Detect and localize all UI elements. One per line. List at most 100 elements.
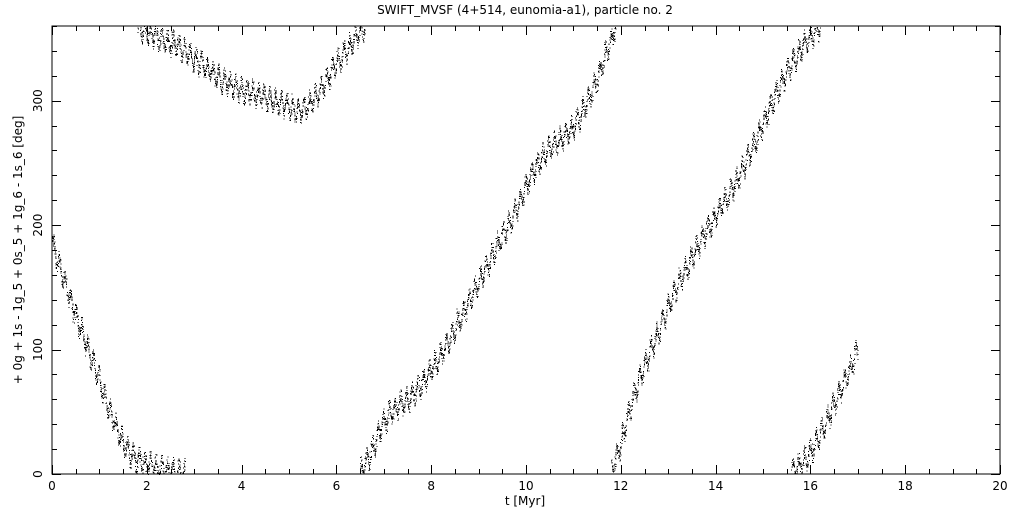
data-point: [525, 175, 527, 177]
data-point: [496, 243, 498, 245]
data-point: [102, 395, 104, 397]
data-point: [360, 26, 362, 28]
data-point: [592, 95, 594, 97]
data-point: [146, 34, 148, 36]
data-point: [503, 224, 505, 226]
data-point: [113, 425, 115, 427]
data-point: [469, 299, 471, 301]
data-point: [349, 41, 351, 43]
data-point: [219, 67, 221, 68]
data-point: [382, 414, 384, 415]
data-point: [120, 440, 121, 442]
data-point: [251, 88, 253, 90]
data-point: [379, 434, 381, 436]
data-point: [180, 40, 181, 42]
data-point: [266, 101, 268, 103]
data-point: [58, 261, 60, 263]
data-point: [521, 202, 523, 204]
data-point: [621, 433, 623, 434]
data-point: [547, 140, 549, 142]
data-point: [355, 34, 357, 35]
data-point: [540, 162, 542, 164]
data-point: [186, 63, 188, 64]
data-point: [611, 462, 613, 464]
data-point: [370, 457, 372, 459]
data-point: [276, 103, 278, 105]
data-point: [639, 369, 641, 371]
data-point: [593, 83, 595, 85]
data-point: [141, 42, 143, 44]
data-point: [78, 326, 80, 328]
data-point: [430, 364, 432, 366]
data-point: [110, 406, 112, 408]
data-point: [461, 321, 463, 323]
data-point: [368, 470, 370, 472]
data-point: [386, 430, 388, 432]
data-point: [622, 433, 624, 434]
data-point: [129, 460, 131, 462]
data-point: [330, 73, 332, 75]
data-point: [248, 90, 250, 92]
data-point: [670, 307, 672, 309]
data-point: [114, 426, 116, 428]
data-point: [406, 398, 408, 400]
data-point: [145, 455, 147, 457]
data-point: [354, 26, 356, 28]
data-point: [138, 452, 140, 454]
data-point: [207, 62, 209, 64]
data-point: [179, 48, 181, 50]
data-point: [160, 460, 162, 462]
data-point: [88, 338, 90, 340]
data-point: [415, 391, 417, 393]
data-point: [603, 53, 605, 55]
data-point: [530, 167, 532, 169]
data-point: [623, 433, 625, 435]
data-point: [611, 28, 613, 30]
data-point: [570, 123, 572, 125]
data-point: [157, 466, 159, 468]
data-point: [478, 288, 480, 290]
data-point: [135, 460, 137, 462]
data-point: [168, 30, 170, 32]
data-point: [537, 157, 539, 159]
data-point: [596, 79, 598, 81]
data-point: [472, 294, 474, 296]
data-point: [194, 56, 196, 58]
data-point: [558, 140, 560, 142]
data-point: [270, 92, 272, 94]
data-point: [691, 250, 692, 252]
data-point: [224, 74, 226, 76]
data-point: [647, 370, 649, 372]
data-point: [173, 466, 175, 468]
data-point: [178, 463, 180, 465]
data-point: [79, 331, 81, 333]
data-point: [220, 86, 222, 88]
data-point: [611, 461, 613, 463]
data-point: [685, 268, 687, 270]
data-point: [282, 102, 284, 104]
data-point: [96, 376, 98, 378]
data-point: [348, 48, 350, 50]
data-point: [387, 421, 389, 423]
data-point: [350, 44, 351, 45]
data-point: [216, 86, 218, 88]
data-point: [322, 88, 324, 89]
data-point: [491, 250, 493, 252]
data-point: [434, 359, 436, 361]
data-point: [351, 46, 352, 48]
data-point: [567, 140, 569, 142]
data-point: [96, 375, 98, 377]
data-point: [507, 229, 509, 231]
data-point: [126, 449, 127, 451]
data-point: [392, 409, 394, 411]
data-point: [131, 458, 133, 460]
data-point: [433, 368, 435, 369]
data-point: [656, 321, 658, 323]
data-point: [94, 369, 96, 371]
data-point: [319, 93, 321, 95]
data-point: [185, 47, 187, 49]
data-point: [227, 90, 229, 92]
data-point: [238, 97, 240, 99]
data-point: [298, 102, 300, 104]
data-point: [242, 86, 244, 87]
